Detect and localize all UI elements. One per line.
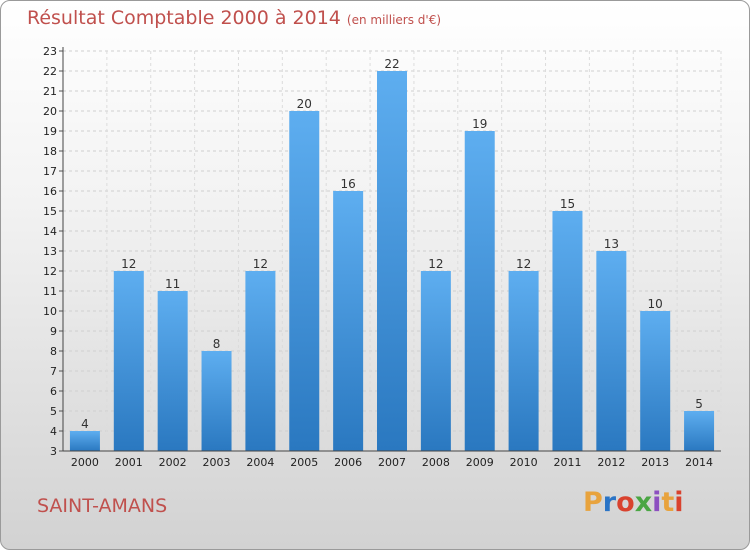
- bar-2006: [333, 191, 364, 451]
- logo-letter: t: [661, 487, 675, 518]
- x-tick-label: 2007: [378, 456, 406, 469]
- chart-title-text: Résultat Comptable 2000 à 2014: [27, 7, 341, 29]
- data-label-2001: 12: [121, 257, 136, 271]
- bar-2013: [640, 311, 671, 451]
- x-tick-label: 2000: [71, 456, 99, 469]
- y-tick-label: 12: [43, 265, 57, 278]
- data-label-2004: 12: [253, 257, 268, 271]
- bar-2003: [201, 351, 232, 451]
- data-label-2000: 4: [81, 417, 89, 431]
- commune-name: SAINT-AMANS: [37, 495, 168, 517]
- y-tick-label: 18: [43, 145, 57, 158]
- chart-title: Résultat Comptable 2000 à 2014 (en millie…: [27, 7, 441, 29]
- bar-2010: [508, 271, 539, 451]
- bar-2008: [420, 271, 451, 451]
- x-tick-label: 2002: [159, 456, 187, 469]
- y-tick-label: 11: [43, 285, 57, 298]
- chart-subtitle: (en milliers d'€): [346, 13, 442, 27]
- x-tick-label: 2005: [290, 456, 318, 469]
- logo-letter: i: [674, 487, 684, 518]
- y-tick-label: 21: [43, 85, 57, 98]
- x-tick-label: 2001: [115, 456, 143, 469]
- y-tick-label: 23: [43, 45, 57, 58]
- bar-2004: [245, 271, 276, 451]
- y-tick-label: 3: [50, 445, 57, 458]
- data-label-2006: 16: [340, 177, 355, 191]
- y-tick-label: 19: [43, 125, 57, 138]
- y-tick-label: 17: [43, 165, 57, 178]
- logo-letter: r: [602, 487, 617, 518]
- data-label-2010: 12: [516, 257, 531, 271]
- x-tick-label: 2013: [641, 456, 669, 469]
- data-label-2005: 20: [297, 97, 312, 111]
- bar-2000: [69, 431, 100, 451]
- data-label-2013: 10: [648, 297, 663, 311]
- proxiti-logo[interactable]: Proxiti: [583, 487, 684, 518]
- bar-2007: [377, 71, 407, 451]
- x-tick-label: 2011: [553, 456, 581, 469]
- y-tick-label: 16: [43, 185, 57, 198]
- y-tick-label: 8: [50, 345, 57, 358]
- y-tick-label: 14: [43, 225, 57, 238]
- y-tick-label: 15: [43, 205, 57, 218]
- x-tick-label: 2006: [334, 456, 362, 469]
- data-label-2007: 22: [384, 57, 399, 71]
- x-tick-label: 2008: [422, 456, 450, 469]
- logo-letter: P: [583, 487, 603, 518]
- data-label-2011: 15: [560, 197, 575, 211]
- y-tick-label: 20: [43, 105, 57, 118]
- bar-2014: [684, 411, 715, 451]
- logo-letter: o: [616, 487, 635, 518]
- y-tick-label: 13: [43, 245, 57, 258]
- bar-2012: [596, 251, 627, 451]
- y-tick-label: 5: [50, 405, 57, 418]
- y-tick-label: 10: [43, 305, 57, 318]
- data-label-2003: 8: [213, 337, 221, 351]
- x-tick-label: 2010: [510, 456, 538, 469]
- data-label-2014: 5: [695, 397, 703, 411]
- y-tick-label: 4: [50, 425, 57, 438]
- bar-2009: [464, 131, 495, 451]
- bar-2002: [157, 291, 188, 451]
- bar-2001: [113, 271, 144, 451]
- x-tick-label: 2012: [597, 456, 625, 469]
- x-tick-label: 2009: [466, 456, 494, 469]
- x-tick-label: 2004: [246, 456, 274, 469]
- y-tick-label: 22: [43, 65, 57, 78]
- data-label-2009: 19: [472, 117, 487, 131]
- data-label-2012: 13: [604, 237, 619, 251]
- bar-2005: [289, 111, 320, 451]
- bar-2011: [552, 211, 583, 451]
- y-tick-label: 6: [50, 385, 57, 398]
- data-label-2002: 11: [165, 277, 180, 291]
- logo-letter: i: [652, 487, 662, 518]
- data-label-2008: 12: [428, 257, 443, 271]
- y-tick-label: 9: [50, 325, 57, 338]
- x-tick-label: 2003: [203, 456, 231, 469]
- y-tick-label: 7: [50, 365, 57, 378]
- x-tick-label: 2014: [685, 456, 713, 469]
- logo-letter: x: [634, 487, 653, 518]
